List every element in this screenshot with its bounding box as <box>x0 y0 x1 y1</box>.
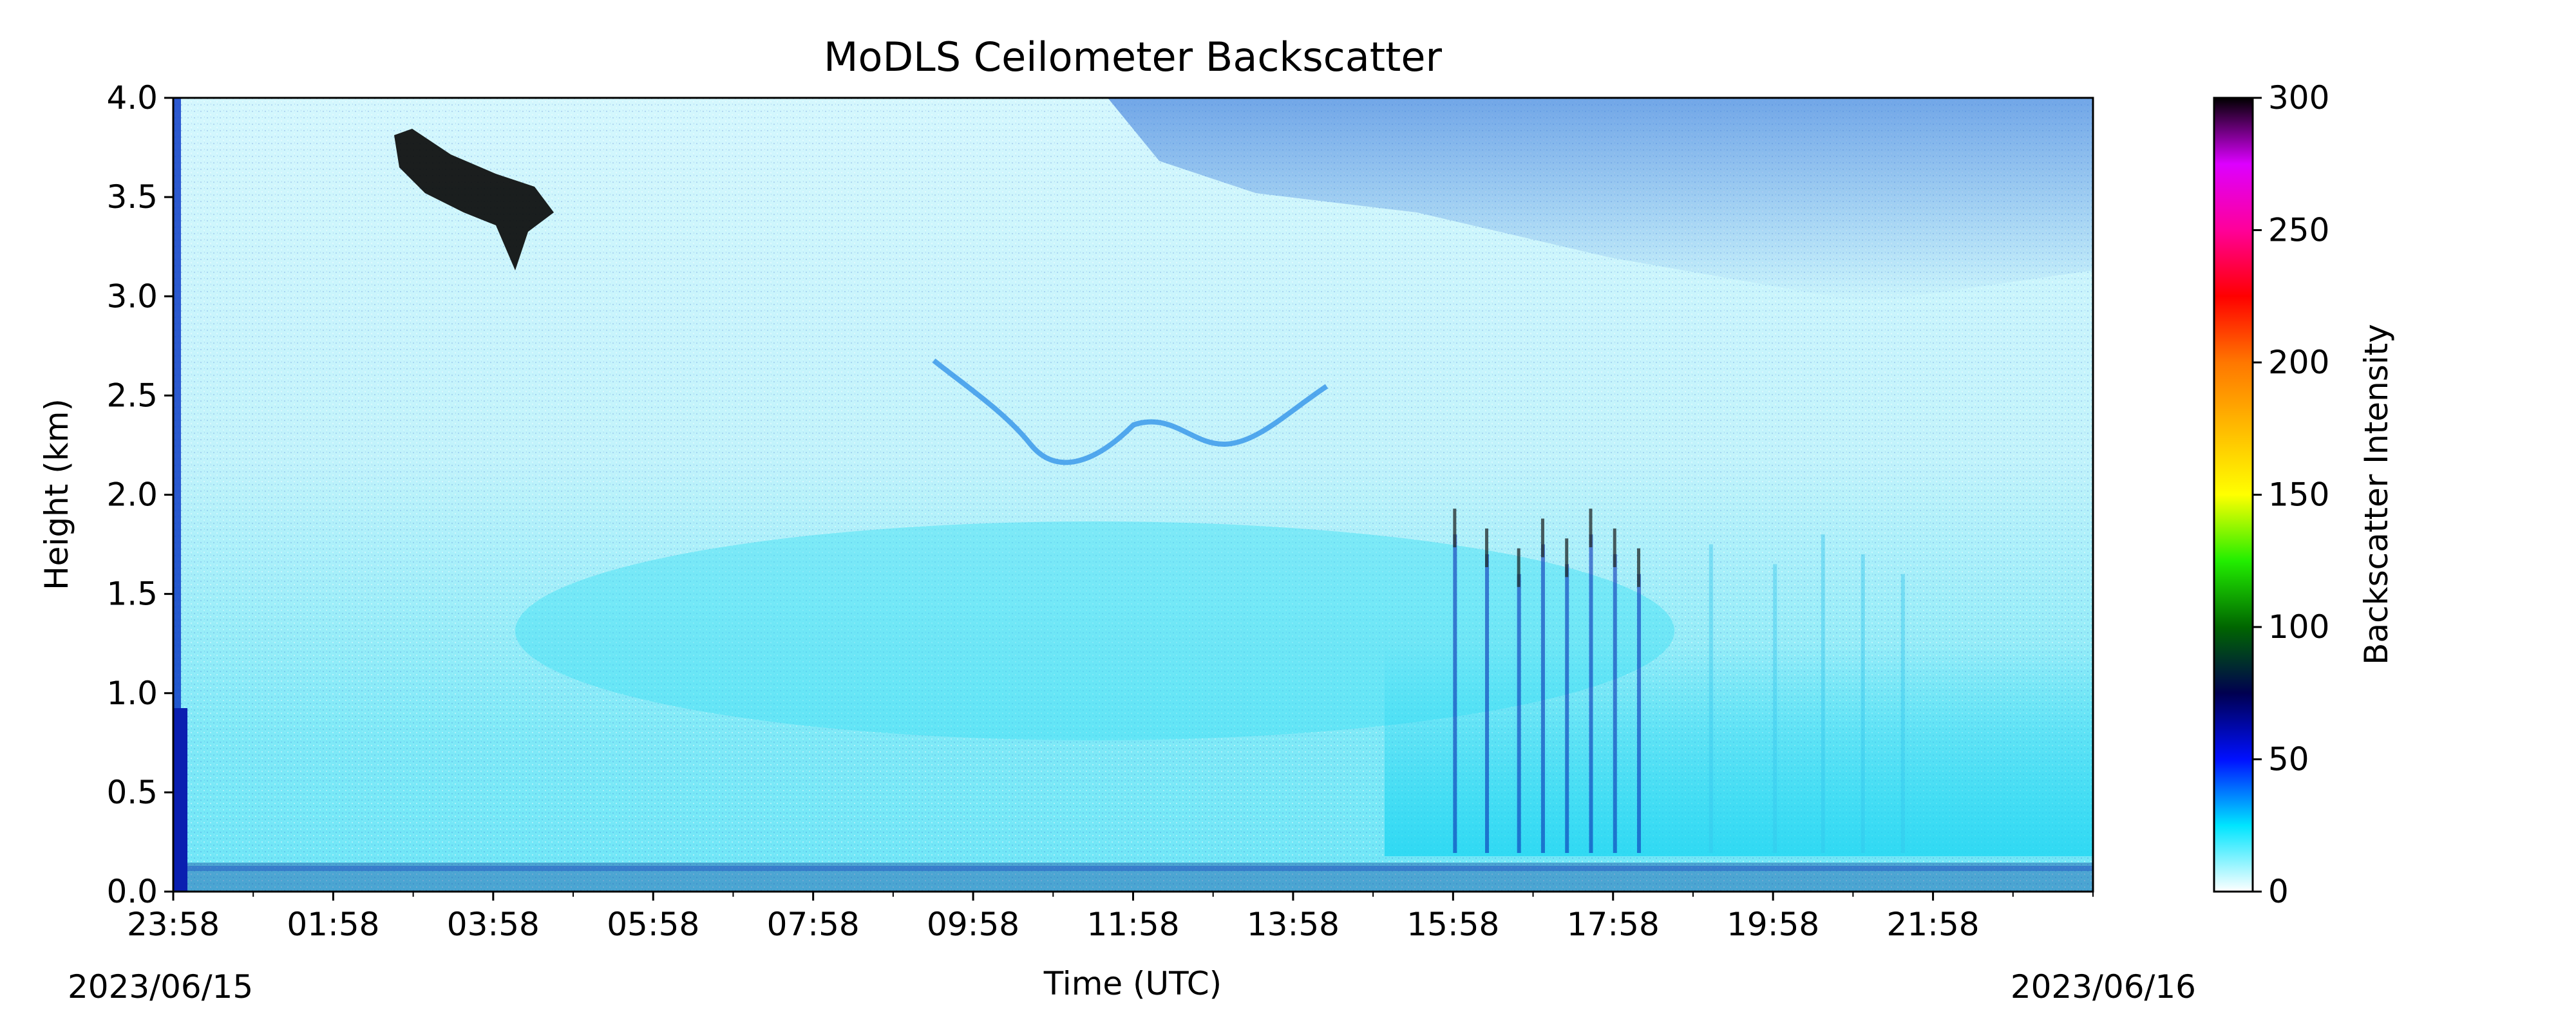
plume-core <box>1589 509 1593 548</box>
plume-streak <box>1900 574 1905 853</box>
x-axis: 23:58 01:58 03:58 05:58 07:58 09:58 11:58 13:58… <box>127 892 2094 943</box>
y-tick-label: 0.0 <box>106 873 158 910</box>
x-end-date: 2023/06/16 <box>2011 968 2196 1006</box>
y-axis-label: Height (km) <box>38 398 75 590</box>
colorbar-gradient <box>2213 97 2254 893</box>
x-tick-label: 09:58 <box>927 906 1019 943</box>
y-tick-label: 2.0 <box>106 476 158 514</box>
colorbar-tick-label: 200 <box>2268 344 2329 381</box>
colorbar-tick-label: 100 <box>2268 608 2329 646</box>
plume-streak <box>1453 534 1457 853</box>
boundary-layer-afternoon <box>1385 644 2093 856</box>
x-tick-label: 07:58 <box>767 906 860 943</box>
y-tick-label: 3.5 <box>106 178 158 216</box>
y-tick-label: 0.5 <box>106 774 158 811</box>
colorbar-tick-label: 150 <box>2268 476 2329 514</box>
plume-core <box>1517 548 1520 587</box>
x-tick-label: 05:58 <box>607 906 699 943</box>
y-tick-label: 3.0 <box>106 277 158 315</box>
x-start-date: 2023/06/15 <box>68 968 253 1006</box>
y-axis: 0.0 0.5 1.0 1.5 2.0 2.5 3.0 3.5 4.0 <box>106 79 173 910</box>
convective-plumes <box>1453 509 1905 853</box>
x-tick-label: 01:58 <box>287 906 379 943</box>
upper-noise-region <box>1108 98 2093 303</box>
plume-core <box>1637 548 1641 587</box>
high-cloud-early <box>394 129 554 270</box>
x-tick-label: 11:58 <box>1086 906 1179 943</box>
x-tick-label: 23:58 <box>127 906 220 943</box>
plume-core <box>1485 528 1489 567</box>
x-axis-label: Time (UTC) <box>1043 965 1222 1002</box>
y-tick-label: 2.5 <box>106 377 158 414</box>
plume-streak <box>1709 544 1713 853</box>
y-tick-label: 4.0 <box>106 79 158 117</box>
heatmap-plot-area <box>173 98 2093 892</box>
plume-streak <box>1517 574 1521 853</box>
plume-streak <box>1861 554 1865 853</box>
surface-strip <box>173 866 2093 871</box>
x-tick-label: 03:58 <box>447 906 540 943</box>
colorbar-tick-label: 250 <box>2268 212 2329 249</box>
elevated-layer-wavy <box>932 358 1329 465</box>
surface-noise-band <box>173 863 2093 892</box>
plume-core <box>1540 518 1544 557</box>
plume-streak <box>1540 544 1545 853</box>
plume-core <box>1613 528 1616 567</box>
colorbar-ticks: 0 50 100 150 200 250 300 <box>2253 79 2329 910</box>
x-tick-label: 19:58 <box>1727 906 1819 943</box>
left-edge-signal <box>173 98 181 892</box>
x-tick-label: 21:58 <box>1887 906 1980 943</box>
colorbar-tick-label: 0 <box>2268 873 2289 910</box>
plume-core <box>1565 538 1569 577</box>
x-tick-label: 13:58 <box>1247 906 1340 943</box>
plume-streak <box>1773 564 1777 853</box>
left-edge-low <box>173 708 187 892</box>
x-tick-label: 17:58 <box>1567 906 1660 943</box>
plume-streak <box>1821 534 1825 853</box>
plume-streak <box>1485 554 1490 853</box>
colorbar: 0 50 100 150 200 250 300 Backscatter Intensity <box>2213 79 2395 910</box>
plume-streak <box>1565 564 1569 853</box>
plume-core <box>1453 509 1457 548</box>
chart-title: MoDLS Ceilometer Backscatter <box>824 33 1442 80</box>
y-tick-label: 1.5 <box>106 576 158 613</box>
x-tick-label: 15:58 <box>1406 906 1499 943</box>
plume-streak <box>1637 574 1642 853</box>
plume-streak <box>1589 534 1593 853</box>
colorbar-tick-label: 300 <box>2268 79 2329 117</box>
plume-streak <box>1613 554 1617 853</box>
colorbar-tick-label: 50 <box>2268 741 2309 778</box>
colorbar-label: Backscatter Intensity <box>2358 324 2395 665</box>
y-tick-label: 1.0 <box>106 675 158 712</box>
